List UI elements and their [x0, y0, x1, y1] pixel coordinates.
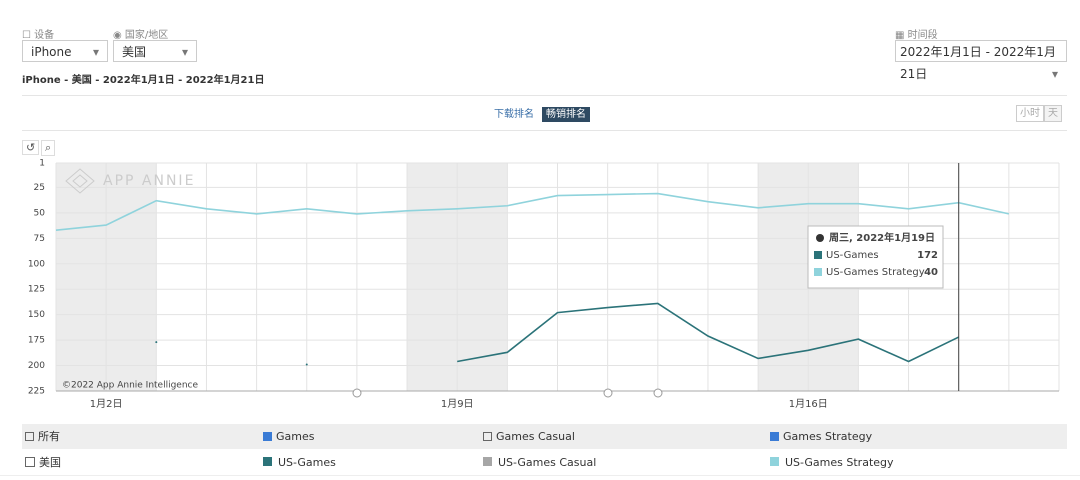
divider	[22, 95, 1067, 96]
tab[interactable]: 畅销排名	[542, 107, 590, 122]
annotation-marker[interactable]	[352, 388, 362, 398]
legend-swatch	[263, 457, 272, 466]
x-tick-label: 1月2日	[90, 398, 123, 410]
collapse-icon[interactable]	[25, 457, 35, 467]
annotation-marker[interactable]	[603, 388, 613, 398]
legend: 美国 US-Games US-Games Casual US-Games Strate…	[0, 450, 1080, 476]
watermark-logo	[65, 168, 95, 194]
filter[interactable]: Games Strategy	[770, 424, 872, 449]
granularity-option[interactable]: 天	[1044, 105, 1062, 122]
checkbox[interactable]	[263, 432, 272, 441]
tooltip-series: US-Games	[826, 250, 879, 261]
y-tick-label: 125	[28, 285, 45, 295]
watermark: APP ANNIE	[103, 173, 195, 189]
reset-zoom[interactable]: ↺	[22, 140, 40, 155]
device-label: ☐ 设备	[22, 30, 55, 41]
filters: 所有 Games Games Casual Games Strategy	[0, 424, 1080, 449]
tooltip-value: 40	[924, 267, 938, 278]
y-tick-label: 100	[28, 259, 45, 269]
granularity-option[interactable]: 小时	[1016, 105, 1044, 122]
tooltip-value: 172	[917, 250, 938, 261]
device-value: iPhone	[31, 45, 72, 59]
region-label-text: 国家/地区	[124, 30, 169, 41]
checkbox[interactable]	[25, 432, 34, 441]
period-dropdown[interactable]: 2022年1月1日 - 2022年1月21日	[895, 40, 1067, 85]
legend-item[interactable]: US-Games Casual	[483, 450, 596, 475]
y-tick-label: 150	[28, 310, 45, 320]
legend-swatch	[770, 457, 779, 466]
x-tick-label: 1月9日	[441, 398, 474, 410]
tooltip-swatch	[814, 251, 822, 259]
tooltip-box	[807, 225, 944, 289]
filter[interactable]: Games Casual	[483, 424, 575, 449]
period-value: 2022年1月1日 - 2022年1月21日	[900, 45, 1056, 81]
point	[305, 363, 308, 366]
checkbox[interactable]	[770, 432, 779, 441]
y-tick-label: 200	[28, 361, 45, 371]
filter-row	[22, 424, 1067, 449]
legend-label: US-Games Casual	[498, 456, 597, 469]
tooltip-swatch	[814, 268, 822, 276]
period-label-text: 时间段	[907, 30, 938, 41]
y-tick-label: 1	[39, 159, 45, 169]
copyright: ©2022 App Annie Intelligence	[62, 381, 199, 391]
legend-label: US-Games	[278, 456, 336, 469]
filter-label: Games Casual	[496, 430, 575, 443]
tooltip-icon	[816, 234, 824, 242]
legend-label: US-Games Strategy	[785, 456, 894, 469]
zoom[interactable]: ⌕	[41, 140, 56, 156]
legend-swatch	[483, 457, 492, 466]
y-tick-label: 75	[34, 234, 45, 244]
divider	[22, 130, 1067, 131]
y-tick-label: 25	[34, 183, 45, 193]
annotation-marker[interactable]	[653, 388, 663, 398]
tabs: 下载排名 畅销排名	[0, 105, 1080, 122]
region-dropdown[interactable]: 美国	[113, 40, 197, 63]
legend-item[interactable]: US-Games	[263, 450, 336, 475]
checkbox[interactable]	[483, 432, 492, 441]
line	[55, 192, 1010, 231]
subtitle: iPhone - 美国 - 2022年1月1日 - 2022年1月21日	[22, 75, 265, 86]
region-label: ◉ 国家/地区	[113, 30, 169, 41]
country[interactable]: 美国	[25, 450, 61, 475]
period-label: ▦ 时间段	[895, 30, 938, 41]
device-dropdown[interactable]: iPhone	[22, 40, 108, 63]
filter-label: 所有	[38, 430, 60, 443]
country-label: 美国	[39, 456, 61, 469]
tooltip-title: 周三, 2022年1月19日	[829, 231, 935, 244]
filter-all[interactable]: 所有	[25, 424, 60, 449]
y-tick-label: 50	[34, 208, 46, 218]
tooltip-series: US-Games Strategy	[826, 267, 925, 278]
x-tick-label: 1月16日	[789, 398, 828, 410]
point	[155, 341, 158, 344]
y-tick-label: 225	[28, 387, 45, 397]
tab[interactable]: 下载排名	[494, 109, 534, 120]
y-tick-label: 175	[28, 336, 45, 346]
line	[457, 302, 960, 363]
filter-label: Games Strategy	[783, 430, 873, 443]
device-label-text: 设备	[34, 30, 55, 41]
region-value: 美国	[122, 45, 147, 59]
legend-item[interactable]: US-Games Strategy	[770, 450, 894, 475]
granularity: 小时天	[1016, 104, 1062, 122]
filter-label: Games	[276, 430, 315, 443]
filter[interactable]: Games	[263, 424, 314, 449]
